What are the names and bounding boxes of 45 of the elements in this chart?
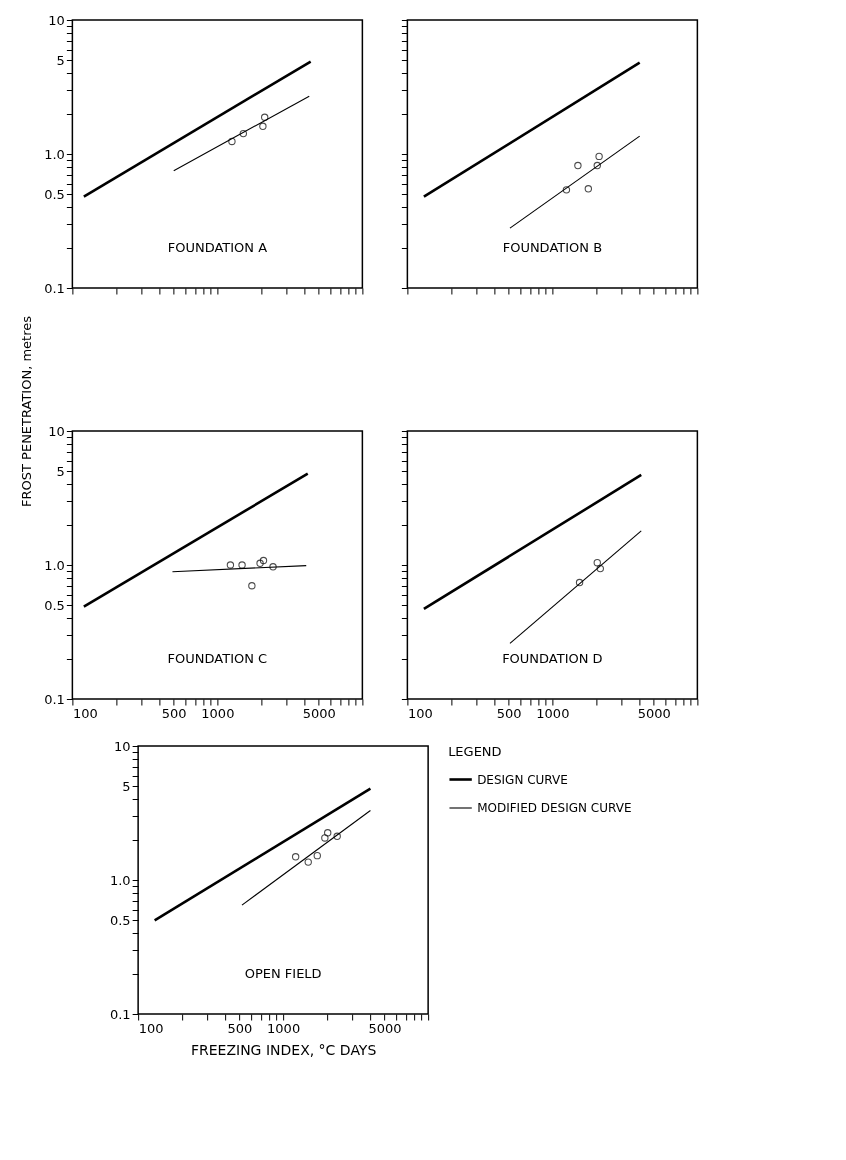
point [239,129,248,138]
point [228,137,236,146]
x-tick-label: 500 [227,1020,253,1036]
legend-label: MODIFIED DESIGN CURVE [477,801,632,815]
x-tick-label: 5000 [637,705,671,721]
annotation: OPEN FIELD [244,965,322,981]
y-tick-label: 0.1 [44,691,65,707]
y-tick-label: 0.5 [109,912,131,928]
y-tick-label: 10 [114,738,131,754]
x-tick-label: 100 [138,1020,164,1036]
annotation: FOUNDATION C [167,650,268,666]
y-tick-label: 0.5 [44,597,65,613]
x-tick-label: 500 [496,705,522,721]
point [593,161,601,170]
x-tick-label: 5000 [368,1020,402,1036]
y-tick-label: 1.0 [109,872,131,888]
x-tick-label: 100 [407,705,433,721]
annotation: FOUNDATION D [502,650,603,666]
y-tick-label: 0.1 [109,1006,131,1022]
annotation: FOUNDATION A [167,239,268,255]
y-tick-label: 5 [122,778,131,794]
x-tick-label: 100 [72,705,98,721]
legend-title: LEGEND [448,744,502,759]
y-tick-label: 1.0 [44,557,65,573]
y-tick-label: 5 [56,463,65,479]
point [584,185,593,193]
x-tick-label: 500 [161,705,187,721]
point [259,122,267,130]
y-tick-label: 0.1 [44,280,65,296]
x-tick-label: 5000 [302,705,336,721]
legend-label: DESIGN CURVE [477,772,568,787]
x-tick-label: 1000 [267,1020,301,1036]
y-tick-label: 5 [56,52,65,68]
y-tick-label: 1.0 [44,146,65,162]
x-tick-label: 1000 [201,705,235,721]
point [260,113,269,121]
y-tick-label: 10 [48,12,65,28]
annotation: FOUNDATION B [502,239,603,255]
x-tick-label: 1000 [536,705,570,721]
point [574,161,582,170]
y-tick-label: 0.5 [44,186,65,202]
y-tick-label: 10 [48,423,65,439]
y-axis-title: FROST PENETRATION, metres [19,315,35,507]
x-axis-title: FREEZING INDEX, °C DAYS [190,1041,377,1058]
point [595,152,603,161]
